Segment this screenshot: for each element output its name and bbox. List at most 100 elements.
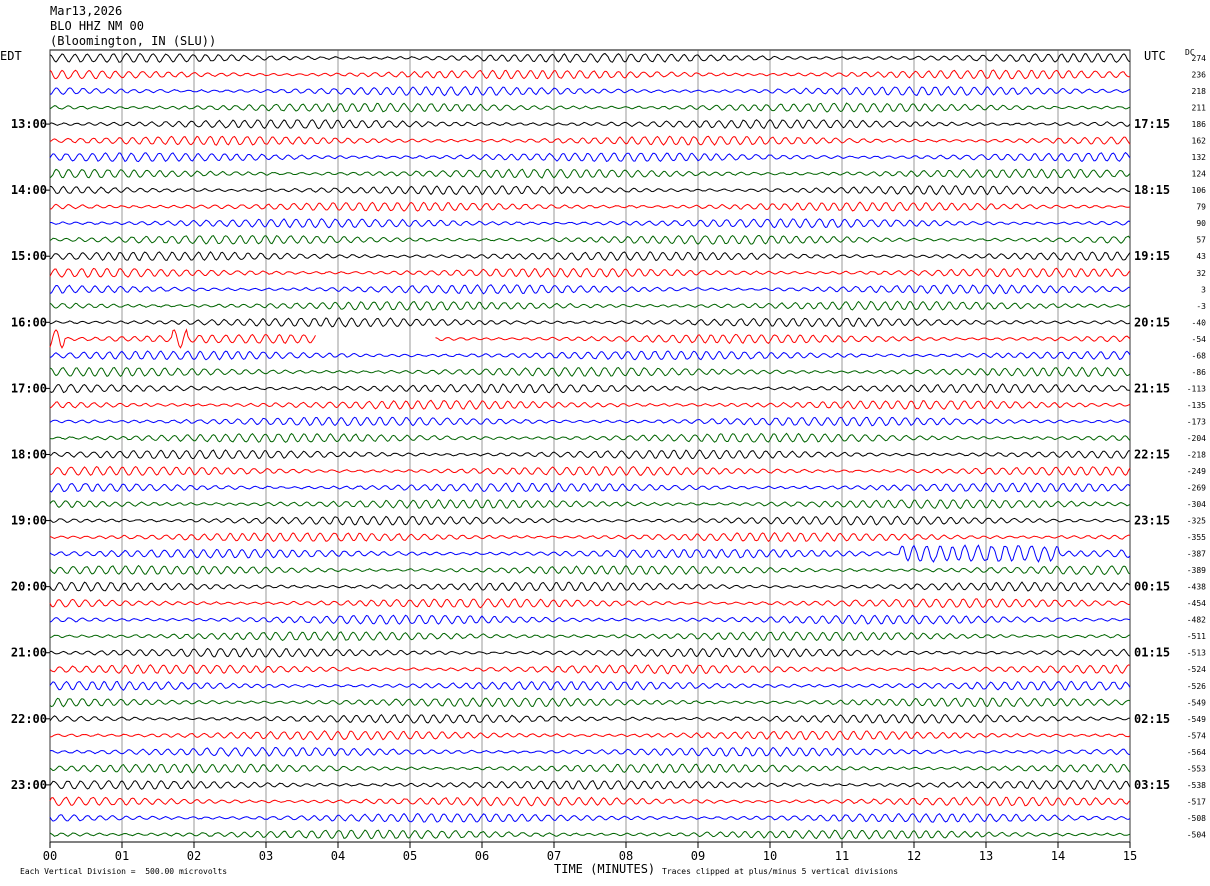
edt-tick-label: 14:00 [11, 183, 47, 197]
x-tick-label: 02 [187, 849, 201, 863]
seismic-trace [49, 730, 1131, 741]
dc-offset-label: -508 [1187, 814, 1206, 823]
dc-offset-label: 79 [1196, 203, 1206, 212]
dc-offset-label: -304 [1187, 500, 1206, 509]
dc-offset-label: -355 [1187, 533, 1206, 542]
dc-offset-label: -86 [1192, 368, 1207, 377]
edt-tick-label: 17:00 [11, 381, 47, 395]
utc-tick-label: 00:15 [1134, 580, 1170, 594]
dc-offset-label: -517 [1187, 797, 1206, 806]
edt-tick-label: 20:00 [11, 580, 47, 594]
x-tick-label: 00 [43, 849, 57, 863]
x-tick-label: 03 [259, 849, 273, 863]
edt-tick-label: 15:00 [11, 249, 47, 263]
seismic-trace [49, 680, 1131, 691]
dc-offset-label: -249 [1187, 467, 1206, 476]
seismic-trace [49, 300, 1131, 311]
seismic-trace [50, 218, 1131, 229]
dc-offset-label: -538 [1187, 781, 1206, 790]
dc-offset-label: -524 [1187, 665, 1206, 674]
dc-offset-label: 274 [1192, 54, 1207, 63]
x-tick-label: 05 [403, 849, 417, 863]
dc-offset-label: 186 [1192, 120, 1207, 129]
dc-offset-label: 3 [1201, 285, 1206, 294]
seismic-trace [49, 267, 1131, 278]
x-tick-label: 04 [331, 849, 345, 863]
dc-offset-label: 218 [1192, 87, 1207, 96]
utc-tick-label: 02:15 [1134, 712, 1170, 726]
seismic-trace [49, 449, 1131, 460]
utc-tick-label: 23:15 [1134, 514, 1170, 528]
seismic-trace [49, 328, 1131, 349]
seismic-trace [49, 664, 1131, 675]
seismic-trace [49, 317, 1131, 328]
x-tick-label: 10 [763, 849, 777, 863]
dc-offset-label: 43 [1196, 252, 1206, 261]
dc-offset-label: -549 [1187, 698, 1206, 707]
dc-offset-label: -325 [1187, 517, 1206, 526]
seismic-trace [49, 432, 1131, 443]
dc-offset-label: 57 [1196, 236, 1206, 245]
seismic-trace [49, 779, 1131, 791]
utc-tick-label: 01:15 [1134, 646, 1170, 660]
edt-tick-label: 22:00 [11, 712, 47, 726]
dc-offset-label: -454 [1187, 599, 1206, 608]
edt-tick-label: 23:00 [11, 778, 47, 792]
seismic-trace [49, 251, 1131, 262]
x-tick-label: 09 [691, 849, 705, 863]
dc-offset-label: -218 [1187, 450, 1206, 459]
scale-note: Each Vertical Division = 500.00 microvol… [20, 867, 228, 876]
dc-offset-label: 32 [1196, 269, 1206, 278]
dc-offset-label: -3 [1196, 302, 1206, 311]
seismic-trace [49, 614, 1131, 625]
dc-offset-label: -549 [1187, 715, 1206, 724]
x-tick-label: 14 [1051, 849, 1065, 863]
seismic-trace [49, 85, 1131, 97]
seismic-trace [49, 366, 1131, 378]
header-station: BLO HHZ NM 00 [50, 19, 144, 33]
seismic-trace [49, 416, 1131, 427]
dc-offset-label: -113 [1187, 384, 1206, 393]
seismic-trace [49, 52, 1131, 64]
x-axis-label: TIME (MINUTES) [554, 862, 656, 876]
dc-offset-label: -204 [1187, 434, 1206, 443]
dc-offset-label: -54 [1192, 335, 1207, 344]
header-location: (Bloomington, IN (SLU)) [50, 34, 217, 48]
edt-axis-label: EDT [0, 49, 22, 63]
seismic-trace [49, 763, 1131, 774]
dc-offset-label: -387 [1187, 550, 1206, 559]
clip-note: Traces clipped at plus/minus 5 vertical … [662, 867, 899, 876]
utc-tick-label: 19:15 [1134, 249, 1170, 263]
seismic-trace [49, 383, 1130, 394]
seismic-trace [49, 102, 1131, 113]
seismic-trace [49, 796, 1131, 807]
dc-offset-label: -389 [1187, 566, 1206, 575]
dc-offset-label: 236 [1192, 71, 1207, 80]
seismic-trace [49, 598, 1130, 609]
dc-offset-label: 90 [1196, 219, 1206, 228]
seismic-trace [49, 697, 1131, 708]
seismic-trace [49, 350, 1131, 361]
seismic-trace [49, 713, 1131, 724]
dc-offset-label: -504 [1187, 830, 1206, 839]
dc-label: DC [1185, 48, 1195, 57]
utc-tick-label: 22:15 [1134, 447, 1170, 461]
plot-frame [49, 49, 1131, 843]
dc-offset-label: -526 [1187, 682, 1206, 691]
dc-offset-label: 162 [1192, 137, 1207, 146]
x-tick-label: 08 [619, 849, 633, 863]
header-date: Mar13,2026 [50, 4, 123, 18]
dc-offset-label: -40 [1192, 318, 1207, 327]
seismic-trace [49, 168, 1131, 179]
edt-tick-label: 18:00 [11, 447, 47, 461]
seismic-trace [49, 482, 1131, 493]
seismic-trace [49, 746, 1131, 757]
dc-offset-label: -574 [1187, 731, 1206, 740]
utc-tick-label: 03:15 [1134, 778, 1170, 792]
seismic-trace [49, 184, 1131, 196]
dc-offset-label: 106 [1192, 186, 1207, 195]
edt-tick-label: 19:00 [11, 514, 47, 528]
x-tick-label: 12 [907, 849, 921, 863]
seismic-trace [49, 647, 1131, 658]
